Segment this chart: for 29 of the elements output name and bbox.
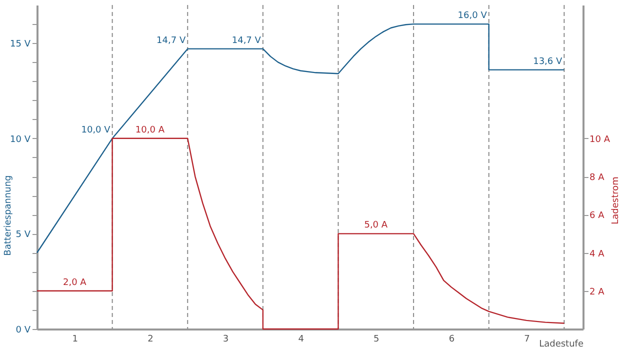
- line-series: [36, 23, 565, 254]
- annotation: 14,7 V: [232, 36, 262, 46]
- y-tick-label: 0 V: [16, 326, 32, 336]
- x-tick-label: 3: [222, 334, 229, 344]
- annotation: 2,0 A: [62, 278, 88, 288]
- annotation: 10,0 V: [81, 125, 112, 136]
- line-series: [36, 138, 565, 330]
- x-tick-label: 6: [448, 334, 455, 344]
- y2-tick-label: 6 A: [590, 211, 606, 222]
- annotation: 10,0 A: [135, 125, 166, 136]
- y2-axis-title: Ladestrom: [610, 176, 621, 224]
- x-axis-title: Ladestufe: [539, 340, 584, 347]
- y2-tick-label: 4 A: [590, 249, 606, 260]
- annotation: 5,0 A: [364, 220, 388, 231]
- x-tick-label: 2: [148, 334, 154, 344]
- y-tick-label: 5 V: [16, 230, 32, 240]
- x-tick-label: 5: [374, 334, 380, 344]
- y2-tick-label: 2 A: [590, 287, 606, 298]
- y-axis-title: Batteriespannung: [4, 175, 14, 256]
- y-tick-label: 10 V: [10, 134, 32, 145]
- annotation: 13,6 V: [533, 56, 564, 67]
- annotation: 14,7 V: [156, 36, 186, 46]
- x-tick-label: 4: [298, 334, 304, 344]
- y2-tick-label: 10 A: [590, 134, 611, 145]
- y-tick-label: 15 V: [10, 40, 32, 50]
- y2-tick-label: 8 A: [590, 173, 606, 184]
- annotation: 16,0 V: [458, 11, 488, 22]
- x-tick-label: 7: [524, 334, 530, 344]
- x-tick-label: 1: [72, 334, 78, 344]
